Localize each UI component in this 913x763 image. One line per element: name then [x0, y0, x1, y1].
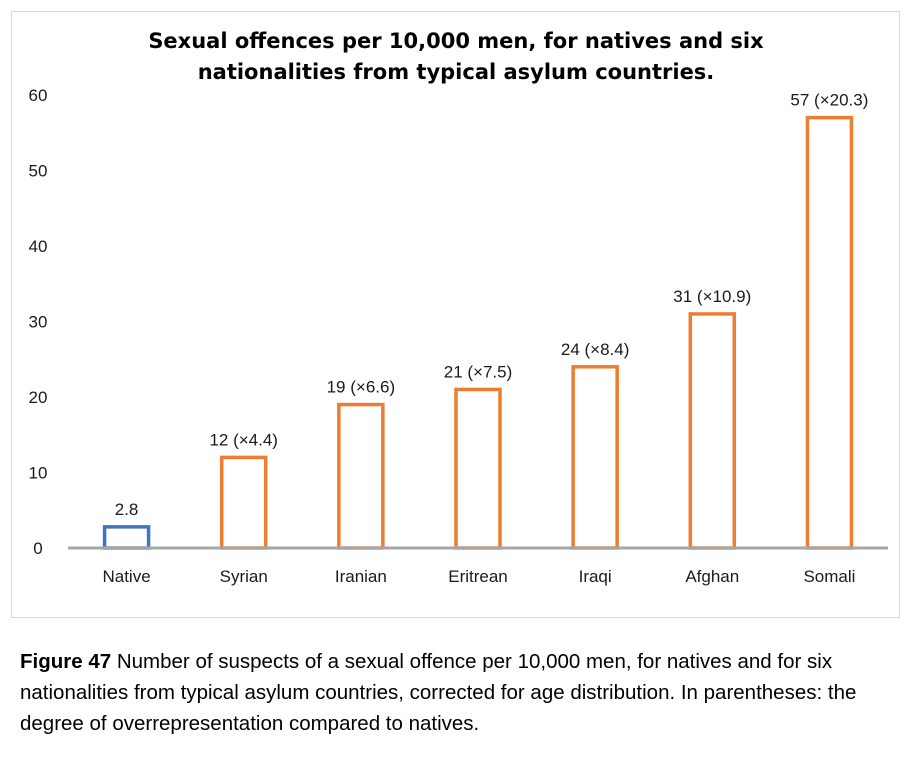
data-label-iraqi: 24 (×8.4) — [561, 340, 630, 359]
bar-afghan — [688, 312, 737, 550]
x-tick-label-native: Native — [102, 567, 150, 586]
y-tick-label: 10 — [29, 464, 48, 483]
y-tick-label: 0 — [33, 539, 42, 558]
y-tick-label: 30 — [29, 313, 48, 332]
figure-caption: Figure 47 Number of suspects of a sexual… — [20, 646, 900, 739]
x-tick-label-iranian: Iranian — [335, 567, 387, 586]
x-tick-label-iraqi: Iraqi — [579, 567, 612, 586]
data-label-somali: 57 (×20.3) — [790, 91, 868, 110]
x-tick-label-afghan: Afghan — [685, 567, 739, 586]
x-tick-label-somali: Somali — [803, 567, 855, 586]
data-label-afghan: 31 (×10.9) — [673, 287, 751, 306]
y-tick-label: 50 — [29, 162, 48, 181]
figure-caption-text: Number of suspects of a sexual offence p… — [20, 650, 857, 735]
y-tick-label: 20 — [29, 388, 48, 407]
bar-native — [102, 525, 151, 550]
chart-title-line-2: nationalities from typical asylum countr… — [198, 60, 715, 84]
data-label-eritrean: 21 (×7.5) — [444, 362, 513, 381]
bar-iranian — [337, 402, 385, 550]
bar-somali — [805, 115, 854, 550]
y-tick-label: 60 — [29, 86, 48, 105]
bar-syrian — [219, 455, 268, 550]
bar-chart: Sexual offences per 10,000 men, for nati… — [29, 29, 888, 586]
bar-iraqi — [571, 365, 619, 550]
bar-eritrean — [454, 387, 502, 550]
chart-title-line-1: Sexual offences per 10,000 men, for nati… — [148, 29, 764, 53]
x-tick-label-syrian: Syrian — [220, 567, 268, 586]
data-label-native: 2.8 — [115, 500, 139, 519]
figure-label: Figure 47 — [20, 650, 112, 673]
x-tick-label-eritrean: Eritrean — [448, 567, 508, 586]
data-label-syrian: 12 (×4.4) — [209, 430, 278, 449]
x-axis-ticks: Native Syrian Iranian Eritrean Iraqi Afghan So… — [102, 567, 855, 586]
bars — [102, 115, 854, 550]
chart-title: Sexual offences per 10,000 men, for nati… — [148, 29, 764, 84]
y-tick-label: 40 — [29, 237, 48, 256]
data-label-iranian: 19 (×6.6) — [327, 378, 396, 397]
y-axis-ticks: 0 10 20 30 40 50 60 — [29, 86, 48, 558]
data-labels: 2.8 12 (×4.4) 19 (×6.6) 21 (×7.5) 24 (×8.4) 3… — [115, 91, 869, 519]
